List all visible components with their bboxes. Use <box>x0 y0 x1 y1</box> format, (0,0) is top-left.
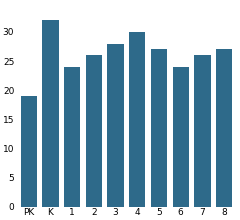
Bar <box>86 55 102 207</box>
Bar <box>173 67 189 207</box>
Bar <box>64 67 80 207</box>
Bar <box>42 20 59 207</box>
Bar <box>21 96 37 207</box>
Bar <box>216 50 232 207</box>
Bar <box>151 50 167 207</box>
Bar <box>108 44 124 207</box>
Bar <box>129 32 145 207</box>
Bar <box>194 55 211 207</box>
